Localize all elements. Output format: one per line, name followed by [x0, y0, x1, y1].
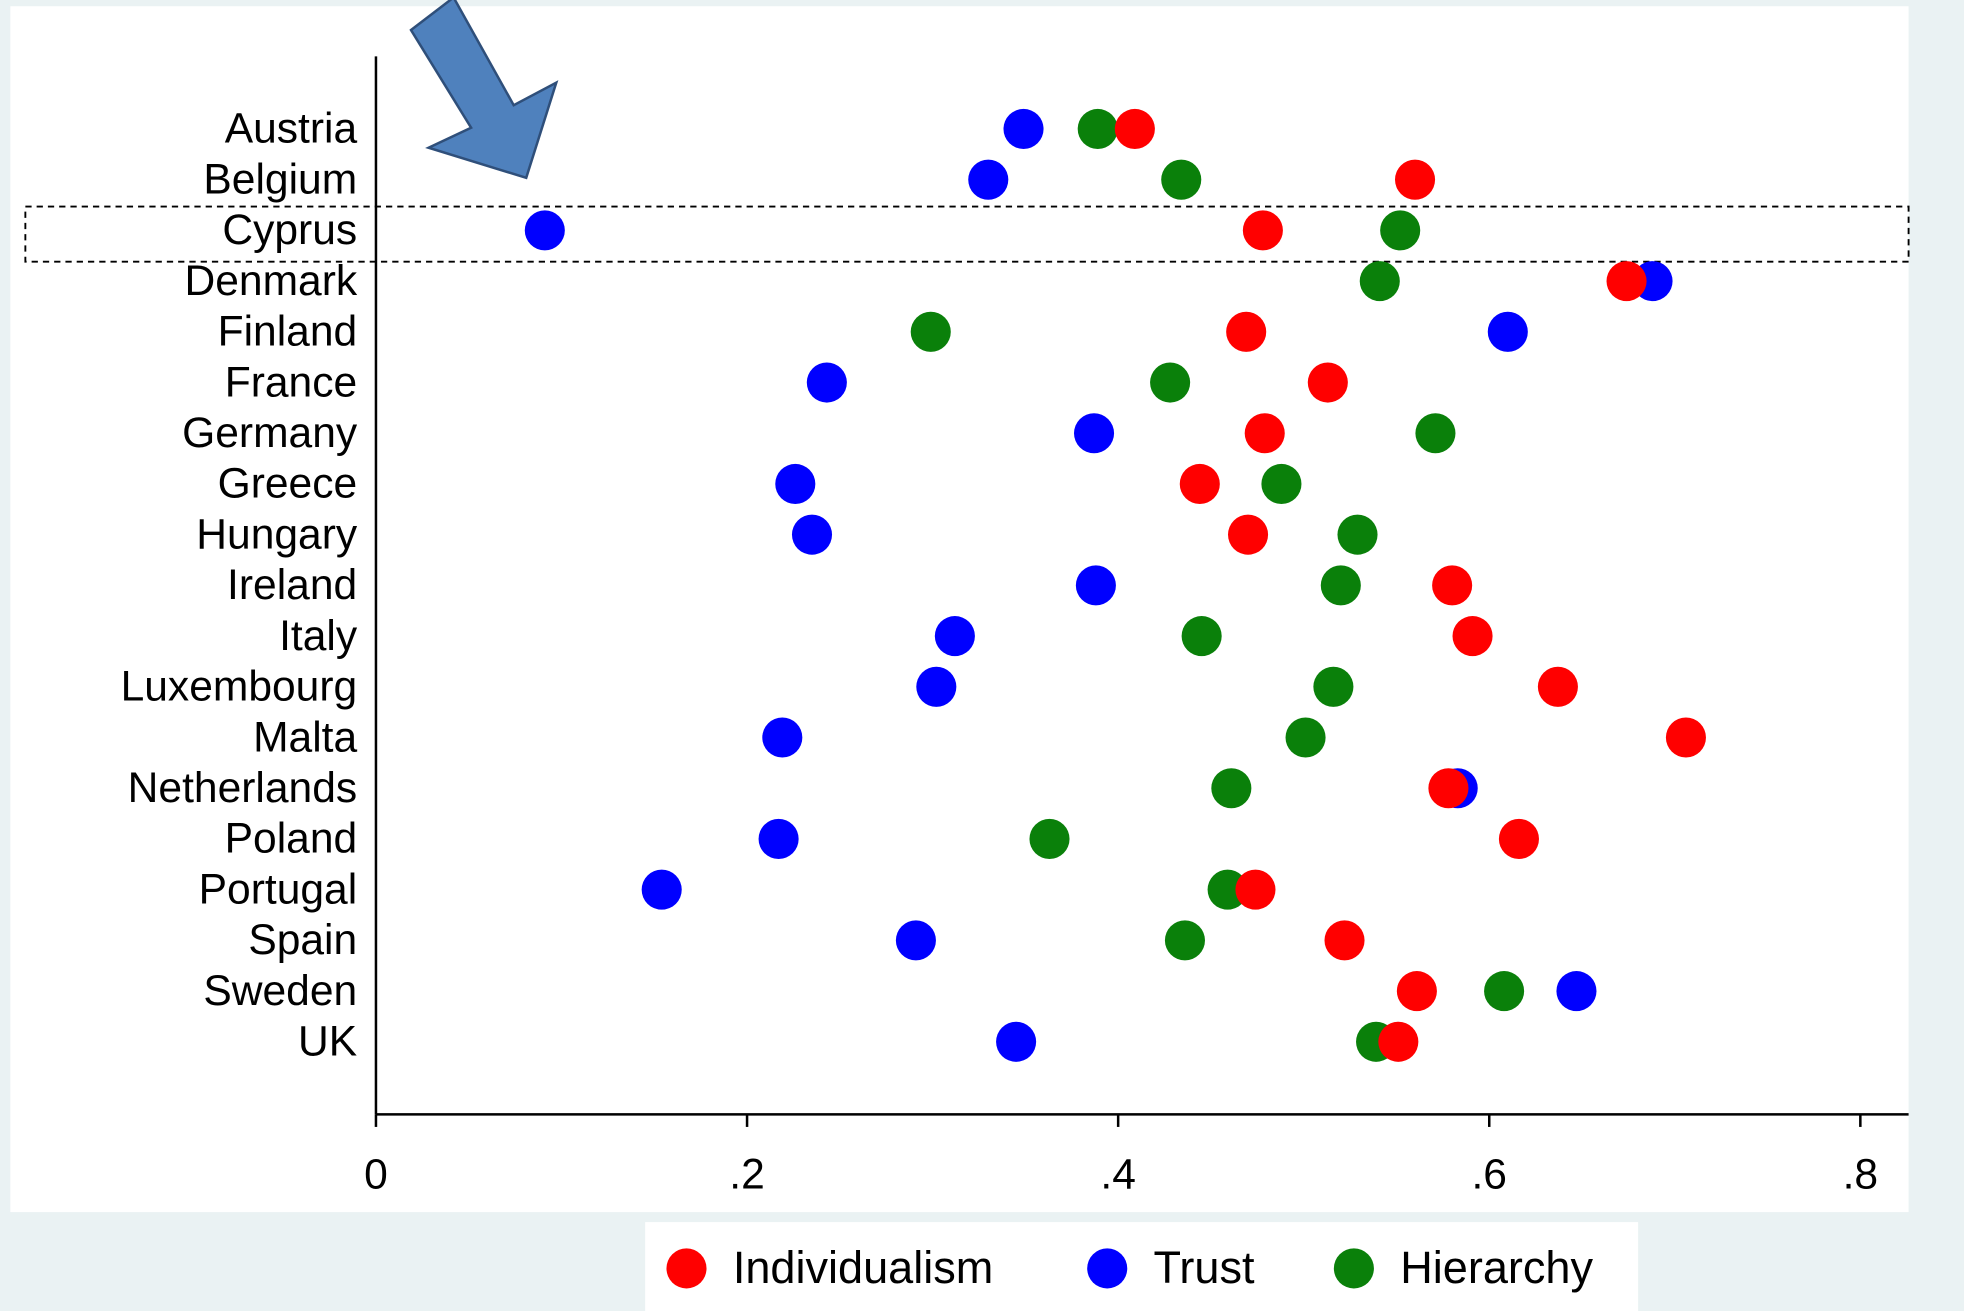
dot — [524, 210, 565, 251]
dot — [1164, 920, 1205, 961]
dot — [1029, 818, 1070, 859]
dot — [1073, 413, 1115, 454]
x-tick-label: 0 — [364, 1150, 388, 1198]
dot — [1320, 565, 1361, 606]
x-tick-label: .8 — [1843, 1150, 1879, 1198]
y-tick-label: Ireland — [227, 561, 357, 609]
legend-marker — [666, 1248, 707, 1289]
y-tick-label: Luxembourg — [121, 663, 358, 711]
dot — [1665, 717, 1706, 758]
dot — [1452, 616, 1493, 657]
dot — [1075, 565, 1116, 606]
dot — [1380, 210, 1421, 251]
dot — [1207, 869, 1248, 910]
y-tick-label: France — [225, 358, 357, 406]
dot — [1606, 261, 1647, 302]
dot — [1226, 311, 1267, 352]
y-tick-label: Netherlands — [128, 764, 358, 812]
dot — [934, 616, 975, 657]
dot — [1244, 413, 1285, 454]
dot — [1077, 108, 1118, 150]
dot — [910, 311, 951, 352]
legend-label: Hierarchy — [1400, 1242, 1593, 1293]
dot — [968, 159, 1009, 200]
dot — [1285, 717, 1326, 758]
dot — [895, 920, 936, 961]
dot — [1003, 108, 1044, 150]
dot — [1556, 971, 1597, 1012]
legend-label: Individualism — [733, 1242, 993, 1293]
dot — [1307, 362, 1348, 403]
dot — [1359, 261, 1400, 302]
y-tick-label: Denmark — [185, 257, 358, 305]
dot — [806, 362, 847, 403]
y-tick-label: Malta — [253, 713, 357, 761]
dot — [1242, 210, 1283, 251]
x-tick-label: .2 — [729, 1150, 765, 1198]
dot — [1150, 362, 1191, 403]
legend-marker — [1333, 1248, 1374, 1289]
dot — [1487, 311, 1528, 352]
y-tick-label: Hungary — [196, 510, 358, 558]
dot — [758, 818, 799, 859]
dot — [1432, 565, 1473, 606]
y-tick-label: Portugal — [199, 865, 358, 913]
y-tick-label: Poland — [225, 815, 358, 863]
dot — [1114, 108, 1155, 150]
dot — [1179, 463, 1220, 504]
dot — [1498, 818, 1539, 859]
dot — [1394, 159, 1436, 200]
dot — [1537, 666, 1578, 707]
legend-marker — [1087, 1248, 1128, 1289]
y-tick-label: Spain — [248, 916, 357, 964]
dot — [1415, 413, 1456, 454]
y-tick-label: UK — [298, 1018, 357, 1066]
dot — [1211, 768, 1252, 809]
dot — [996, 1021, 1037, 1062]
highlight-box — [24, 205, 1910, 263]
dot — [791, 514, 833, 555]
y-tick-label: Italy — [279, 612, 358, 660]
dots — [524, 108, 1706, 1062]
dot — [762, 717, 803, 758]
dot — [1378, 1021, 1419, 1062]
legend-box — [645, 1222, 1639, 1311]
dot — [1261, 463, 1302, 504]
dot — [1228, 514, 1269, 555]
y-tick-label: Cyprus — [222, 206, 357, 254]
legend-label: Trust — [1154, 1242, 1255, 1293]
y-tick-label: Finland — [218, 308, 358, 356]
y-tick-label: Sweden — [203, 967, 357, 1015]
dot — [1337, 514, 1378, 555]
dot — [1235, 869, 1276, 910]
dot — [1324, 920, 1365, 961]
y-tick-label: Austria — [225, 105, 358, 153]
dot — [1396, 971, 1437, 1012]
y-tick-label: Germany — [182, 409, 358, 457]
dot — [1161, 159, 1202, 200]
dot — [1428, 768, 1469, 809]
dot — [1181, 616, 1222, 657]
x-tick-label: .4 — [1100, 1150, 1136, 1198]
dot — [1484, 971, 1525, 1012]
dot — [641, 869, 682, 910]
y-tick-label: Belgium — [203, 155, 357, 203]
y-tick-label: Greece — [218, 460, 358, 508]
arrow — [409, 0, 559, 180]
dot — [775, 463, 816, 504]
x-tick-label: .6 — [1472, 1150, 1508, 1198]
dot — [1313, 666, 1354, 707]
dot — [916, 666, 957, 707]
